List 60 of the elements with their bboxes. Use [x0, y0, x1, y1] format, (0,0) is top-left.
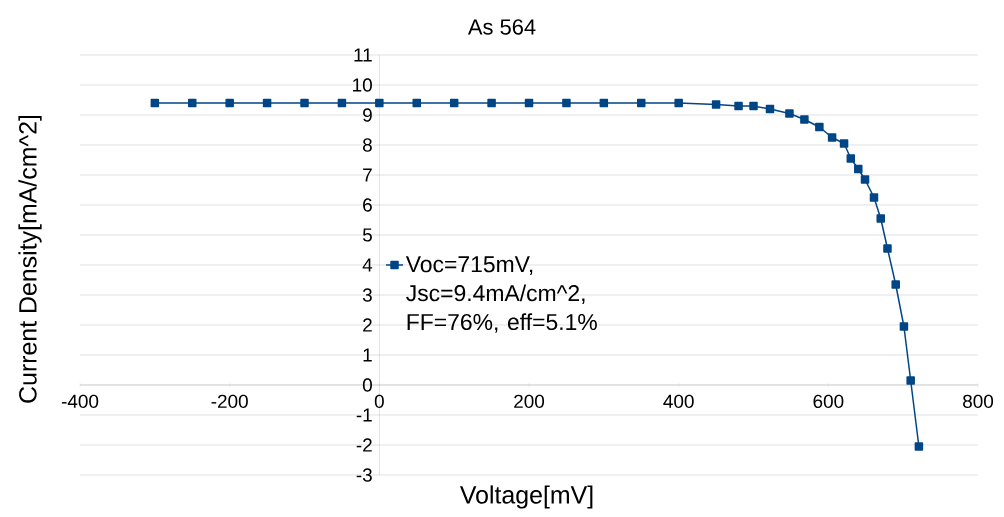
y-tick-label: 6	[363, 198, 372, 212]
y-tick-label: -1	[356, 408, 372, 422]
y-tick-label: -3	[356, 468, 372, 482]
point	[412, 98, 422, 108]
point	[869, 193, 879, 202]
y-tick-label: -2	[356, 438, 372, 452]
point	[765, 104, 775, 114]
x-tick-label: 400	[663, 394, 694, 409]
y-tick-label: 4	[362, 258, 373, 272]
x-tick-label: 800	[963, 394, 994, 409]
y-tick-label: 9	[363, 108, 372, 122]
point	[711, 100, 721, 109]
y-tick-label: 8	[363, 138, 372, 152]
point	[815, 122, 824, 132]
point	[914, 442, 924, 451]
point	[883, 244, 892, 253]
point	[637, 98, 646, 108]
point	[749, 101, 758, 111]
point	[562, 98, 571, 108]
y-tick-label: 11	[354, 48, 372, 62]
point	[599, 98, 609, 108]
point	[785, 109, 794, 118]
y-tick-label: 2	[363, 318, 372, 332]
point	[300, 98, 309, 108]
point	[846, 154, 856, 163]
y-tick-label: 3	[362, 288, 372, 302]
chart-title: As 564	[467, 19, 536, 35]
point	[674, 98, 683, 108]
x-tick-label: -400	[61, 394, 99, 409]
y-tick-label: 10	[353, 78, 372, 92]
point	[524, 98, 534, 108]
y-tick-label: 1	[363, 348, 372, 362]
x-tick-label: 200	[514, 394, 545, 409]
y-tick-label: 7	[363, 168, 372, 182]
point	[188, 98, 197, 108]
point	[375, 98, 384, 108]
x-tick-label: -200	[211, 394, 248, 409]
point	[262, 98, 272, 108]
y-axis-title: Current Density[mA/cm^2]	[18, 115, 42, 403]
point	[487, 98, 496, 108]
point	[225, 98, 234, 108]
point	[800, 115, 809, 124]
x-tick-label: 600	[813, 394, 844, 409]
point	[839, 139, 849, 148]
point	[734, 101, 743, 111]
point	[891, 280, 900, 289]
point	[337, 98, 347, 108]
point	[906, 376, 915, 385]
point	[860, 175, 870, 184]
y-tick-label: 5	[362, 228, 372, 242]
point	[150, 98, 160, 108]
point	[827, 133, 837, 142]
point	[854, 164, 863, 174]
point	[449, 98, 459, 108]
point	[876, 214, 885, 223]
point	[899, 322, 909, 331]
y-tick-label: 0	[362, 378, 372, 392]
x-tick-label: 0	[374, 394, 384, 409]
legend-label: Voc=715mV, Jsc=9.4mA/cm^2, FF=76%, eff=5.1%	[405, 256, 597, 333]
x-axis-title: Voltage[mV]	[459, 485, 593, 509]
